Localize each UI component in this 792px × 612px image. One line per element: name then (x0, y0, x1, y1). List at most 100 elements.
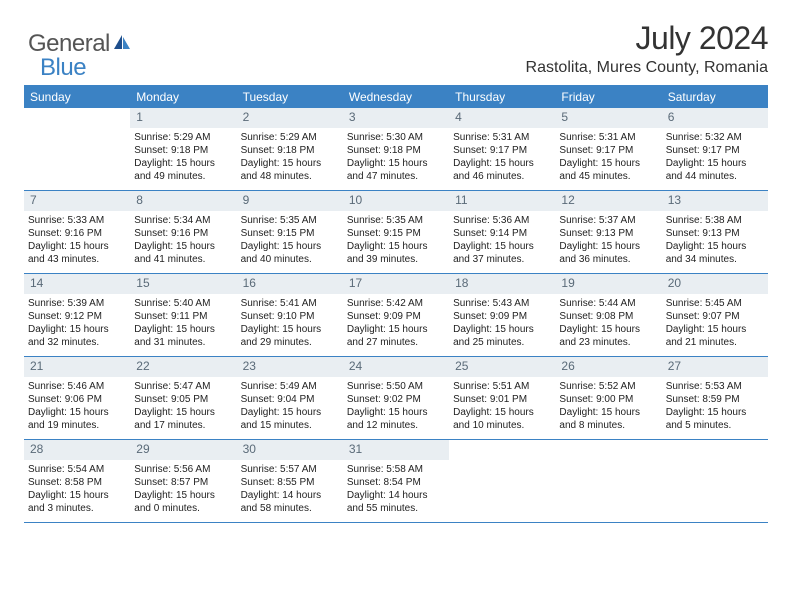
day-body: Sunrise: 5:36 AMSunset: 9:14 PMDaylight:… (449, 211, 555, 272)
day-cell: 9Sunrise: 5:35 AMSunset: 9:15 PMDaylight… (237, 191, 343, 273)
day-info-line: Daylight: 15 hours (241, 323, 339, 336)
day-info-line: Daylight: 15 hours (134, 240, 232, 253)
day-body: Sunrise: 5:57 AMSunset: 8:55 PMDaylight:… (237, 460, 343, 521)
day-header-mon: Monday (130, 86, 236, 108)
day-number: 8 (130, 191, 236, 211)
day-info-line: and 19 minutes. (28, 419, 126, 432)
day-number: 13 (662, 191, 768, 211)
day-info-line: and 12 minutes. (347, 419, 445, 432)
day-number: 23 (237, 357, 343, 377)
day-number: 21 (24, 357, 130, 377)
day-info-line: Daylight: 15 hours (241, 406, 339, 419)
day-info-line: Daylight: 15 hours (559, 157, 657, 170)
day-cell: 31Sunrise: 5:58 AMSunset: 8:54 PMDayligh… (343, 440, 449, 522)
title-block: July 2024 Rastolita, Mures County, Roman… (24, 20, 768, 77)
day-body: Sunrise: 5:38 AMSunset: 9:13 PMDaylight:… (662, 211, 768, 272)
day-body: Sunrise: 5:50 AMSunset: 9:02 PMDaylight:… (343, 377, 449, 438)
day-info-line: Sunrise: 5:38 AM (666, 214, 764, 227)
day-cell: 10Sunrise: 5:35 AMSunset: 9:15 PMDayligh… (343, 191, 449, 273)
day-info-line: Sunset: 9:15 PM (347, 227, 445, 240)
day-body: Sunrise: 5:31 AMSunset: 9:17 PMDaylight:… (449, 128, 555, 189)
day-info-line: Sunrise: 5:58 AM (347, 463, 445, 476)
day-cell: 7Sunrise: 5:33 AMSunset: 9:16 PMDaylight… (24, 191, 130, 273)
day-number: 6 (662, 108, 768, 128)
day-info-line: Sunrise: 5:31 AM (453, 131, 551, 144)
day-info-line: Daylight: 15 hours (134, 157, 232, 170)
day-info-line: Daylight: 15 hours (28, 489, 126, 502)
week-row: 1Sunrise: 5:29 AMSunset: 9:18 PMDaylight… (24, 108, 768, 191)
day-header-fri: Friday (555, 86, 661, 108)
day-body: Sunrise: 5:29 AMSunset: 9:18 PMDaylight:… (130, 128, 236, 189)
day-info-line: Sunrise: 5:57 AM (241, 463, 339, 476)
day-info-line: and 45 minutes. (559, 170, 657, 183)
day-info-line: and 23 minutes. (559, 336, 657, 349)
day-info-line: Daylight: 15 hours (453, 406, 551, 419)
day-info-line: Sunrise: 5:43 AM (453, 297, 551, 310)
day-info-line: Sunset: 9:17 PM (666, 144, 764, 157)
day-info-line: Sunset: 9:18 PM (347, 144, 445, 157)
day-number: 17 (343, 274, 449, 294)
day-info-line: Daylight: 15 hours (453, 323, 551, 336)
day-info-line: Daylight: 15 hours (559, 323, 657, 336)
day-info-line: Daylight: 15 hours (28, 240, 126, 253)
day-info-line: and 48 minutes. (241, 170, 339, 183)
day-body: Sunrise: 5:54 AMSunset: 8:58 PMDaylight:… (24, 460, 130, 521)
day-info-line: Daylight: 15 hours (134, 323, 232, 336)
day-body: Sunrise: 5:58 AMSunset: 8:54 PMDaylight:… (343, 460, 449, 521)
day-cell: 3Sunrise: 5:30 AMSunset: 9:18 PMDaylight… (343, 108, 449, 190)
day-body: Sunrise: 5:43 AMSunset: 9:09 PMDaylight:… (449, 294, 555, 355)
day-info-line: and 39 minutes. (347, 253, 445, 266)
day-cell: 13Sunrise: 5:38 AMSunset: 9:13 PMDayligh… (662, 191, 768, 273)
day-number: 19 (555, 274, 661, 294)
day-info-line: Sunrise: 5:49 AM (241, 380, 339, 393)
day-number: 18 (449, 274, 555, 294)
week-row: 14Sunrise: 5:39 AMSunset: 9:12 PMDayligh… (24, 274, 768, 357)
day-number: 22 (130, 357, 236, 377)
day-info-line: Daylight: 15 hours (28, 406, 126, 419)
day-body: Sunrise: 5:30 AMSunset: 9:18 PMDaylight:… (343, 128, 449, 189)
day-info-line: Sunrise: 5:47 AM (134, 380, 232, 393)
day-info-line: Sunrise: 5:42 AM (347, 297, 445, 310)
day-cell: 8Sunrise: 5:34 AMSunset: 9:16 PMDaylight… (130, 191, 236, 273)
day-info-line: and 25 minutes. (453, 336, 551, 349)
day-info-line: Sunrise: 5:35 AM (347, 214, 445, 227)
day-cell (555, 440, 661, 522)
day-info-line: Sunrise: 5:53 AM (666, 380, 764, 393)
day-body: Sunrise: 5:56 AMSunset: 8:57 PMDaylight:… (130, 460, 236, 521)
day-info-line: Daylight: 15 hours (134, 406, 232, 419)
day-body: Sunrise: 5:32 AMSunset: 9:17 PMDaylight:… (662, 128, 768, 189)
day-info-line: Sunset: 9:18 PM (134, 144, 232, 157)
day-info-line: Daylight: 15 hours (666, 240, 764, 253)
day-info-line: Daylight: 15 hours (347, 406, 445, 419)
day-info-line: Sunset: 9:09 PM (453, 310, 551, 323)
day-number: 16 (237, 274, 343, 294)
day-info-line: Sunset: 8:55 PM (241, 476, 339, 489)
day-info-line: Sunset: 9:13 PM (666, 227, 764, 240)
day-info-line: Daylight: 15 hours (347, 240, 445, 253)
day-body: Sunrise: 5:41 AMSunset: 9:10 PMDaylight:… (237, 294, 343, 355)
day-info-line: Sunrise: 5:51 AM (453, 380, 551, 393)
day-cell: 18Sunrise: 5:43 AMSunset: 9:09 PMDayligh… (449, 274, 555, 356)
day-number: 24 (343, 357, 449, 377)
day-cell: 23Sunrise: 5:49 AMSunset: 9:04 PMDayligh… (237, 357, 343, 439)
day-info-line: and 49 minutes. (134, 170, 232, 183)
day-info-line: and 5 minutes. (666, 419, 764, 432)
day-cell: 1Sunrise: 5:29 AMSunset: 9:18 PMDaylight… (130, 108, 236, 190)
day-body: Sunrise: 5:37 AMSunset: 9:13 PMDaylight:… (555, 211, 661, 272)
day-body: Sunrise: 5:45 AMSunset: 9:07 PMDaylight:… (662, 294, 768, 355)
day-info-line: and 47 minutes. (347, 170, 445, 183)
day-info-line: Daylight: 14 hours (347, 489, 445, 502)
day-header-sun: Sunday (24, 86, 130, 108)
day-cell: 25Sunrise: 5:51 AMSunset: 9:01 PMDayligh… (449, 357, 555, 439)
day-info-line: and 27 minutes. (347, 336, 445, 349)
day-number: 20 (662, 274, 768, 294)
day-cell: 17Sunrise: 5:42 AMSunset: 9:09 PMDayligh… (343, 274, 449, 356)
day-body: Sunrise: 5:29 AMSunset: 9:18 PMDaylight:… (237, 128, 343, 189)
day-info-line: Sunrise: 5:29 AM (134, 131, 232, 144)
day-cell: 24Sunrise: 5:50 AMSunset: 9:02 PMDayligh… (343, 357, 449, 439)
day-header-sat: Saturday (662, 86, 768, 108)
day-info-line: Sunrise: 5:44 AM (559, 297, 657, 310)
day-info-line: and 55 minutes. (347, 502, 445, 515)
day-body (662, 444, 768, 453)
day-body: Sunrise: 5:34 AMSunset: 9:16 PMDaylight:… (130, 211, 236, 272)
